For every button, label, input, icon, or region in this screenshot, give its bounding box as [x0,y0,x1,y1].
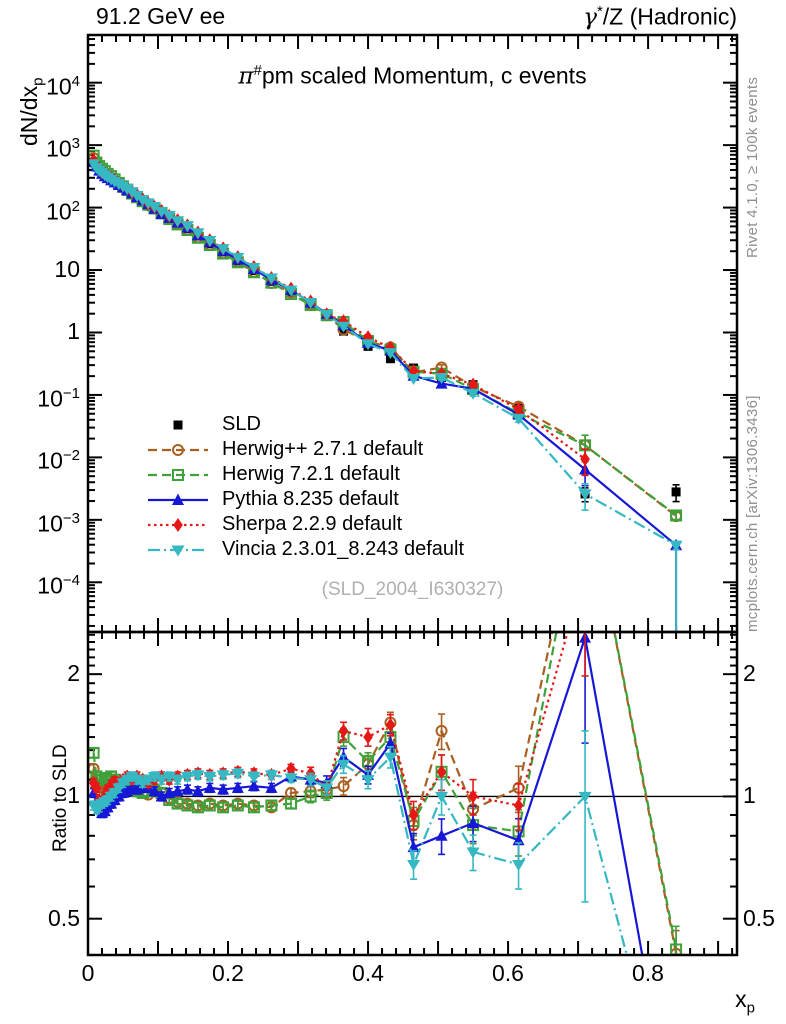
title-text: pm scaled Momentum, c events [261,62,587,89]
y-tick-label: 104 [46,73,80,100]
ratio-panel-frame [86,630,739,957]
header-gamma-sup: * [596,3,603,20]
x-tick-label: 0.6 [492,960,524,986]
y-tick-label: 1 [67,318,80,344]
y-tick-label: 10 [54,256,80,282]
legend-marker-herwigpp [148,443,208,456]
legend-entry-pythia: Pythia 8.235 default [146,487,464,512]
legend-entry-vincia: Vincia 2.3.01_8.243 default [146,537,464,562]
header-right: γ*/Z (Hadronic) [437,3,737,31]
ratio-tick-label-left: 2 [67,660,80,686]
legend-marker-sld [173,420,183,429]
legend-marker-herwig7 [148,468,208,481]
x-tick-label: 0.4 [352,960,384,986]
x-tick-label: 0 [81,960,95,986]
legend: SLD Herwig++ 2.7.1 default Herwig 7.2.1 de… [146,412,464,562]
credit-rivet: Rivet 4.1.0, ≥ 100k events [744,76,761,258]
legend-marker-sherpa [148,517,208,532]
header-left: 91.2 GeV ee [96,3,226,29]
legend-entry-herwigpp: Herwig++ 2.7.1 default [146,437,464,462]
ratio-tick-label-right: 0.5 [743,905,775,931]
credit-mcplots: mcplots.cern.ch [arXiv:1306.3436] [744,395,761,632]
ratio-tick-label-right: 2 [743,660,756,686]
ratio-series-vincia [88,730,628,955]
x-tick-label: 0.2 [212,960,244,986]
y-tick-label: 102 [46,198,80,225]
legend-entry-sherpa: Sherpa 2.2.9 default [146,512,464,537]
legend-entry-herwig7: Herwig 7.2.1 default [146,462,464,487]
legend-label-sherpa: Sherpa 2.2.9 default [222,513,403,535]
y-tick-label: 10−2 [37,447,80,474]
y-tick-label: 10−1 [37,385,80,412]
ratio-tick-label-left: 0.5 [48,905,80,931]
legend-entry-sld: SLD [146,412,464,437]
y-tick-label: 10−4 [37,572,80,599]
legend-label-pythia: Pythia 8.235 default [222,488,399,510]
plot-title: π#pm scaled Momentum, c events [88,62,737,90]
legend-marker-pythia [148,493,208,505]
x-axis-title: xp [735,986,755,1017]
header-right-text: /Z (Hadronic) [602,3,737,30]
y-tick-label: 10−3 [37,510,80,537]
title-sup: # [253,62,262,79]
x-tick-label: 0.8 [632,960,664,986]
analysis-id-watermark: (SLD_2004_I630327) [321,579,504,600]
header-gamma: γ [583,4,597,31]
y-tick-label: 103 [46,135,80,162]
ratio-tick-label-right: 1 [743,782,756,808]
legend-label-herwigpp: Herwig++ 2.7.1 default [222,438,424,460]
legend-label-herwig7: Herwig 7.2.1 default [222,463,400,485]
ratio-tick-label-left: 1 [67,782,80,808]
series-vincia [88,159,683,632]
legend-label-sld: SLD [222,413,261,435]
legend-label-vincia: Vincia 2.3.01_8.243 default [222,538,465,560]
title-pi: π [238,63,254,90]
legend-marker-vincia [148,545,208,556]
